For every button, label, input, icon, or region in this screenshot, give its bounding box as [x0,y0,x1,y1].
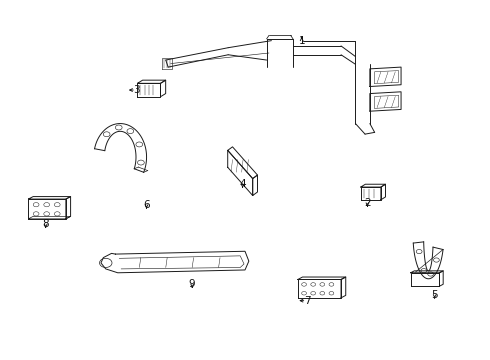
Text: 5: 5 [431,290,438,300]
Text: 7: 7 [304,296,311,306]
Text: 2: 2 [364,198,371,208]
Text: 4: 4 [239,179,246,189]
Text: 1: 1 [298,36,305,46]
Text: 9: 9 [189,279,196,289]
Text: 6: 6 [143,200,150,210]
Text: 8: 8 [43,219,49,229]
Text: 3: 3 [134,85,140,95]
